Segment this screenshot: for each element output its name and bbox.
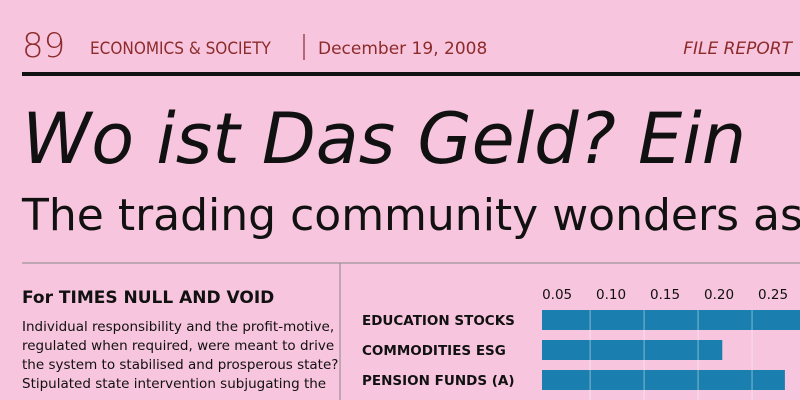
x-tick-label: 0.20 [704,287,734,303]
body-line: Individual responsibility and the profit… [22,319,334,335]
category-label: EDUCATION STOCKS [362,313,515,329]
date: December 19, 2008 [318,39,487,59]
section: ECONOMICS & SOCIETY [90,39,272,59]
subheadline: The trading community wonders as stock m [21,190,800,241]
body-line: Stipulated state intervention subjugatin… [22,376,326,392]
bar [542,310,800,330]
category-label: PENSION FUNDS (A) [362,373,515,389]
headline: Wo ist Das Geld? Ein [22,98,746,180]
report-label: FILE REPORT [683,39,793,59]
chart: EDUCATION STOCKS COMMODITIES ESG PENSION F… [362,287,800,400]
byline: For TIMES NULL AND VOID [22,288,274,308]
x-tick-label: 0.25 [758,287,788,303]
x-tick-label: 0.15 [650,287,680,303]
bar [542,340,723,360]
rule [22,72,800,76]
category-label: COMMODITIES ESG [362,343,506,359]
body-line: regulated when required, were meant to d… [22,338,334,354]
x-tick-label: 0.05 [542,287,572,303]
body-line: the system to stabilised and prosperous … [22,357,338,373]
x-tick-label: 0.10 [596,287,626,303]
issue-number: 89 [22,26,65,66]
bar [542,370,785,390]
